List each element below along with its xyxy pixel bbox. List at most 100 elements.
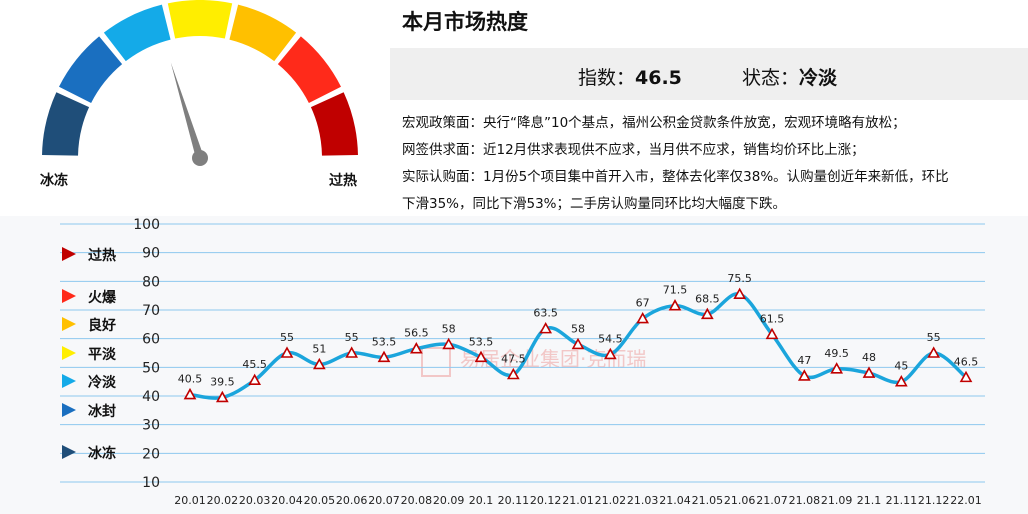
x-tick-label: 21.05 bbox=[692, 494, 724, 507]
gauge-segment-1 bbox=[42, 92, 90, 156]
legend-label-frozen: 冰冻 bbox=[88, 446, 116, 462]
data-label: 55 bbox=[280, 331, 294, 344]
data-label: 75.5 bbox=[727, 272, 752, 285]
desc-line-subscription-cont: 下滑35%，同比下滑53%；二手房认购量同环比均大幅度下跌。 bbox=[402, 196, 787, 212]
data-label: 47 bbox=[797, 354, 811, 367]
data-label: 55 bbox=[927, 331, 941, 344]
gauge-needle-hub bbox=[192, 150, 208, 166]
y-tick-label: 10 bbox=[142, 475, 160, 491]
data-point bbox=[862, 366, 876, 378]
data-point bbox=[215, 390, 229, 403]
desc-line-supply: 网签供求面：近12月供求表现供不应求，当月供不应求，销售均价环比上涨； bbox=[402, 142, 865, 158]
gauge-segment-3 bbox=[103, 4, 171, 62]
data-point bbox=[603, 347, 617, 360]
data-point bbox=[183, 387, 197, 400]
data-label: 39.5 bbox=[210, 375, 235, 388]
data-point bbox=[571, 337, 585, 350]
x-tick-label: 21.08 bbox=[789, 494, 821, 507]
data-point bbox=[312, 357, 326, 370]
data-label: 67 bbox=[636, 297, 650, 310]
y-tick-label: 90 bbox=[142, 246, 160, 262]
x-tick-label: 22.01 bbox=[950, 494, 982, 507]
data-point bbox=[959, 370, 973, 383]
gauge-segment-5 bbox=[229, 4, 297, 62]
x-tick-label: 20.1 bbox=[469, 494, 494, 507]
x-tick-label: 20.11 bbox=[498, 494, 530, 507]
data-point bbox=[539, 321, 553, 334]
y-tick-label: 20 bbox=[142, 446, 160, 462]
data-point bbox=[668, 299, 682, 311]
x-tick-label: 21.11 bbox=[886, 494, 918, 507]
data-label: 51 bbox=[312, 342, 326, 355]
y-tick-label: 70 bbox=[142, 303, 160, 319]
x-tick-label: 20.09 bbox=[433, 494, 465, 507]
data-label: 63.5 bbox=[533, 307, 558, 320]
gauge-needle bbox=[170, 62, 204, 160]
x-tick-label: 20.05 bbox=[304, 494, 336, 507]
data-label: 53.5 bbox=[469, 335, 494, 348]
index-status-text: 指数：46.5 状态：冷淡 bbox=[578, 63, 837, 90]
data-point bbox=[280, 346, 294, 358]
heat-line-chart: 易居企业集团·克而瑞10203040506070809010040.520.01… bbox=[60, 217, 985, 507]
x-tick-label: 20.08 bbox=[401, 494, 433, 507]
x-tick-label: 21.12 bbox=[918, 494, 950, 507]
legend-marker-cool bbox=[62, 374, 76, 388]
data-label: 61.5 bbox=[760, 312, 785, 325]
page-title: 本月市场热度 bbox=[402, 10, 528, 34]
data-label: 47.5 bbox=[501, 353, 526, 366]
data-point bbox=[927, 346, 941, 358]
x-tick-label: 20.06 bbox=[336, 494, 368, 507]
desc-line-subscription: 实际认购面：1月份5个项目集中首开入市，整体去化率仅38%。认购量创近年来新低，… bbox=[402, 169, 949, 185]
y-tick-label: 40 bbox=[142, 389, 160, 405]
legend-label-frozen-mild: 冰封 bbox=[88, 404, 116, 420]
x-tick-label: 21.06 bbox=[724, 494, 756, 507]
data-point bbox=[442, 337, 456, 350]
data-label: 46.5 bbox=[954, 355, 979, 368]
data-point bbox=[700, 307, 714, 320]
legend-marker-flat bbox=[62, 346, 76, 360]
legend-marker-good bbox=[62, 317, 76, 331]
index-value: 46.5 bbox=[635, 67, 682, 89]
data-label: 49.5 bbox=[824, 347, 849, 360]
x-tick-label: 21.1 bbox=[857, 494, 882, 507]
data-point bbox=[474, 350, 488, 363]
legend-marker-overheat bbox=[62, 247, 76, 261]
desc-line-policy: 宏观政策面：央行“降息”10个基点，福州公积金贷款条件放宽，宏观环境略有放松； bbox=[402, 115, 906, 131]
gauge-segment-7 bbox=[310, 92, 358, 156]
x-tick-label: 20.12 bbox=[530, 494, 562, 507]
data-label: 54.5 bbox=[598, 332, 623, 345]
gauge-left-label: 冰冻 bbox=[40, 173, 68, 189]
x-tick-label: 20.07 bbox=[368, 494, 400, 507]
data-label: 53.5 bbox=[372, 335, 397, 348]
data-label: 58 bbox=[571, 322, 585, 335]
legend-label-hot: 火爆 bbox=[88, 290, 116, 306]
data-point bbox=[797, 369, 811, 381]
data-label: 55 bbox=[345, 331, 359, 344]
legend-label-overheat: 过热 bbox=[88, 248, 116, 264]
x-tick-label: 20.02 bbox=[207, 494, 239, 507]
heat-gauge bbox=[42, 0, 358, 166]
x-tick-label: 20.03 bbox=[239, 494, 271, 507]
chart-panel bbox=[0, 216, 1028, 514]
data-point bbox=[636, 311, 650, 324]
gauge-segment-2 bbox=[58, 36, 123, 103]
x-tick-label: 21.03 bbox=[627, 494, 659, 507]
data-label: 68.5 bbox=[695, 292, 720, 305]
data-label: 45 bbox=[894, 360, 908, 373]
data-label: 58 bbox=[442, 322, 456, 335]
legend-label-good: 良好 bbox=[88, 318, 116, 334]
data-point bbox=[733, 287, 747, 300]
legend-marker-frozen-mild bbox=[62, 403, 76, 417]
summary-panel: 冰冻 过热 本月市场热度 指数：46.5 状态：冷淡 宏观政策面：央行“降息”1… bbox=[0, 0, 1028, 216]
y-tick-label: 60 bbox=[142, 332, 160, 348]
legend-marker-hot bbox=[62, 289, 76, 303]
gauge-segment-4 bbox=[167, 0, 233, 39]
y-tick-label: 30 bbox=[142, 418, 160, 434]
gauge-segment-6 bbox=[277, 36, 342, 103]
y-tick-label: 50 bbox=[142, 360, 160, 376]
y-tick-label: 100 bbox=[133, 217, 160, 233]
gauge-right-label: 过热 bbox=[329, 173, 357, 189]
data-point bbox=[830, 362, 844, 374]
watermark-logo bbox=[421, 347, 451, 377]
data-label: 56.5 bbox=[404, 327, 429, 340]
